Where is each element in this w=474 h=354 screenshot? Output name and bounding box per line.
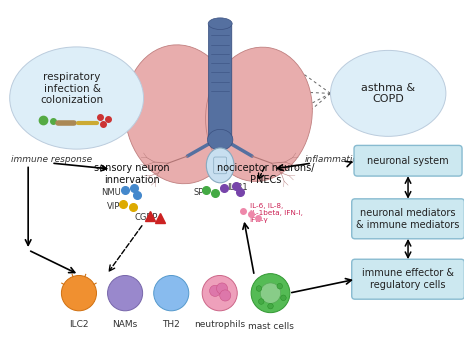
Circle shape	[210, 285, 220, 296]
Text: TH2: TH2	[163, 320, 180, 329]
Circle shape	[281, 295, 286, 301]
Text: asthma &
COPD: asthma & COPD	[361, 82, 415, 104]
Circle shape	[277, 284, 283, 289]
Text: IL-31: IL-31	[227, 183, 247, 192]
Circle shape	[154, 275, 189, 311]
Text: neuronal system: neuronal system	[367, 156, 449, 166]
Text: neutrophils: neutrophils	[194, 320, 245, 329]
FancyBboxPatch shape	[352, 199, 465, 239]
Text: respiratory
infection &
colonization: respiratory infection & colonization	[40, 72, 104, 105]
Circle shape	[258, 299, 264, 304]
Text: sensory neuron
innervation: sensory neuron innervation	[94, 163, 170, 184]
Text: NAMs: NAMs	[112, 320, 138, 329]
Text: nociceptor neurons/
PNECs: nociceptor neurons/ PNECs	[217, 163, 315, 184]
Circle shape	[251, 274, 290, 313]
FancyBboxPatch shape	[214, 157, 227, 174]
Ellipse shape	[208, 18, 232, 29]
Ellipse shape	[125, 45, 236, 184]
FancyBboxPatch shape	[352, 259, 465, 299]
Text: VIP: VIP	[107, 202, 120, 211]
Ellipse shape	[206, 47, 312, 181]
Ellipse shape	[330, 50, 446, 136]
Text: mast cells: mast cells	[247, 322, 293, 331]
Circle shape	[202, 275, 237, 311]
Text: NMU: NMU	[101, 188, 120, 197]
Circle shape	[217, 283, 228, 294]
Ellipse shape	[206, 148, 234, 183]
Text: inflammation: inflammation	[305, 155, 365, 164]
Text: IL-6, IL-8,
IL-1beta, IFN-I,
IFN-γ: IL-6, IL-8, IL-1beta, IFN-I, IFN-γ	[250, 204, 302, 223]
Text: CGRP: CGRP	[134, 213, 158, 222]
Text: neuronal mediators
& immune mediators: neuronal mediators & immune mediators	[356, 208, 460, 230]
Text: immune response: immune response	[11, 155, 92, 164]
Circle shape	[108, 275, 143, 311]
Circle shape	[62, 275, 97, 311]
Circle shape	[268, 303, 273, 309]
Ellipse shape	[9, 47, 144, 149]
Ellipse shape	[208, 129, 233, 150]
Text: ILC2: ILC2	[69, 320, 89, 329]
Text: immune effector &
regulatory cells: immune effector & regulatory cells	[362, 268, 454, 290]
Circle shape	[256, 286, 262, 291]
FancyBboxPatch shape	[209, 23, 232, 145]
Text: SP: SP	[193, 188, 203, 197]
FancyBboxPatch shape	[354, 145, 462, 176]
Circle shape	[260, 283, 281, 303]
Circle shape	[220, 290, 231, 301]
